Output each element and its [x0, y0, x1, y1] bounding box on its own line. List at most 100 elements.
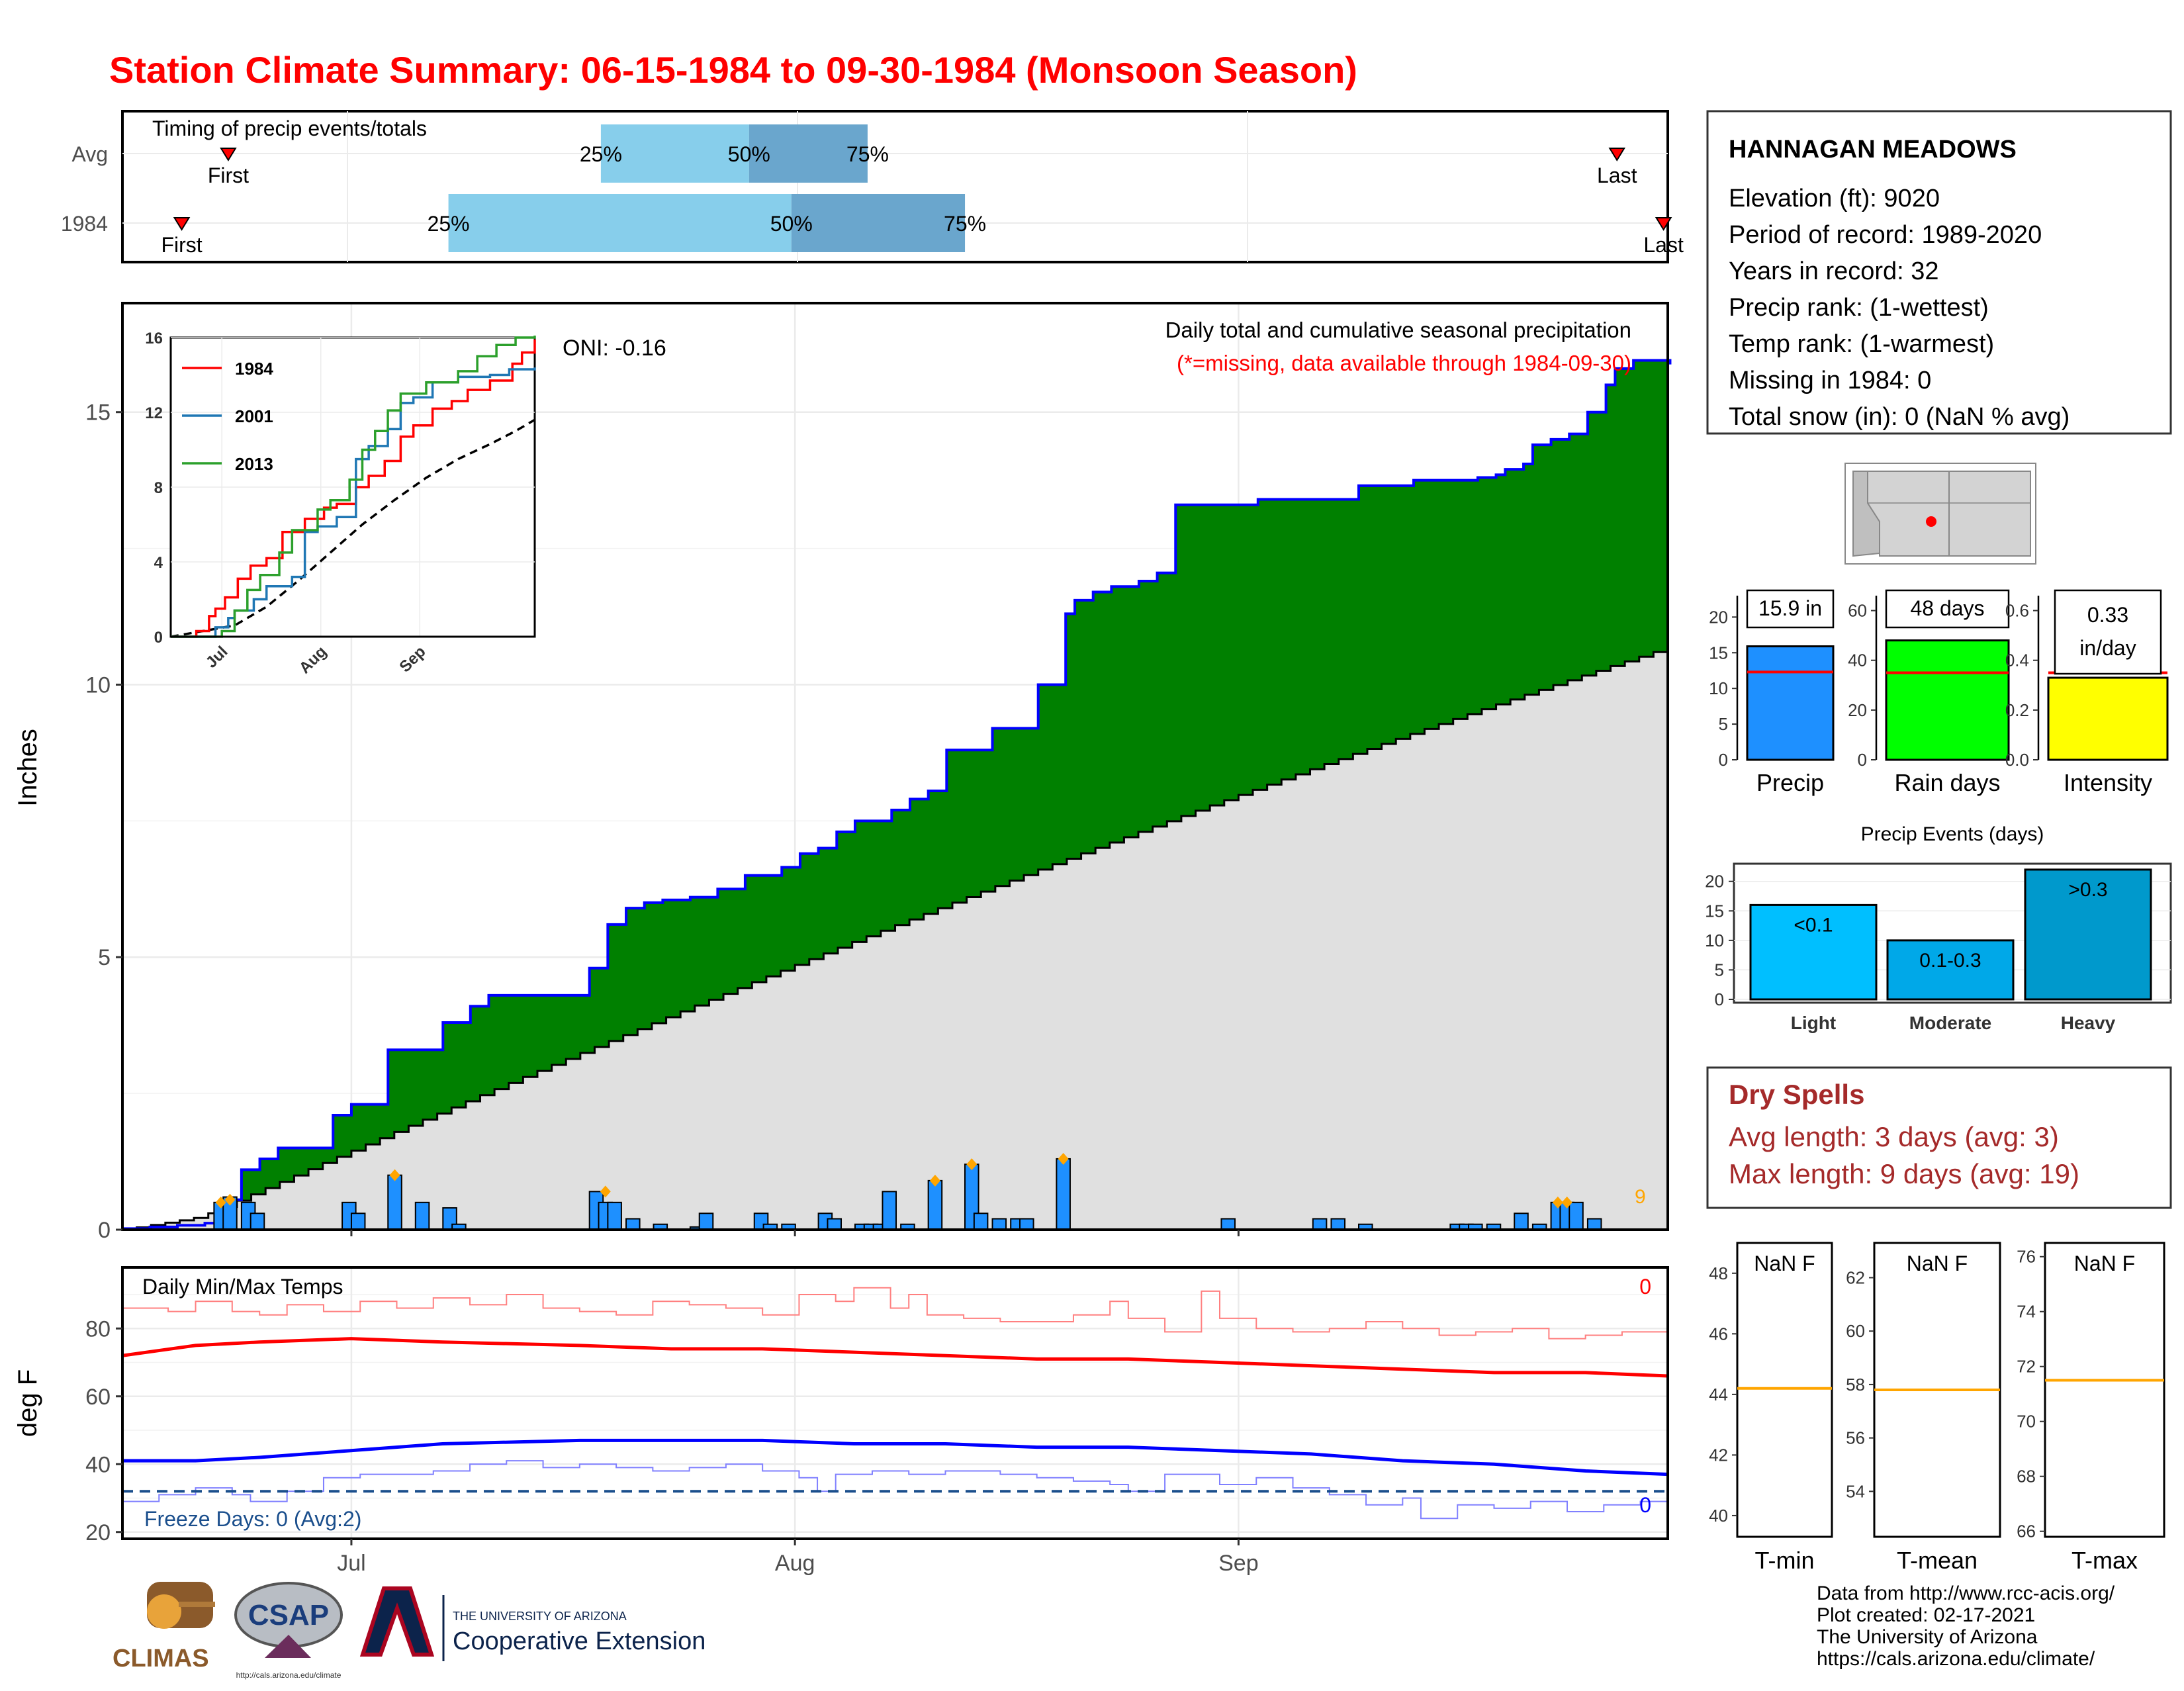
inset-legend-label-2013: 2013 [235, 454, 273, 474]
daily-precip-bar [1056, 1158, 1071, 1230]
credit-university: The University of Arizona [1817, 1626, 2038, 1648]
totals-y-tick-label: 5 [1719, 714, 1728, 734]
credit-plot-created: Plot created: 02-17-2021 [1817, 1604, 2035, 1626]
timing-label-25: 25% [580, 142, 622, 166]
timing-label-75: 75% [944, 212, 986, 236]
timing-row-label-avg: Avg [71, 142, 108, 166]
month-label: Sep [1218, 1551, 1259, 1576]
station-missing: Missing in 1984: 0 [1729, 367, 1931, 394]
timing-marker-last [1608, 148, 1626, 161]
totals-y-tick-label: 0.2 [2005, 700, 2029, 720]
daily-precip-bar [882, 1191, 897, 1230]
events-y-tick-label: 5 [1715, 960, 1724, 980]
station-location-marker [1926, 516, 1936, 527]
daily-precip-bar [1514, 1212, 1529, 1230]
temp-summary-y-tick-label: 58 [1846, 1375, 1865, 1394]
totals-bar-intensity [2047, 676, 2169, 761]
timing-marker-first [173, 217, 191, 231]
station-snow: Total snow (in): 0 (NaN % avg) [1729, 403, 2070, 431]
totals-value-label: 48 days [1910, 596, 1984, 620]
temp-summary-category-label: T-max [2071, 1547, 2138, 1574]
temp-summary-value-label: NaN F [1754, 1252, 1815, 1275]
daily-precip-bar [1586, 1218, 1602, 1231]
dry-spells-avg: Avg length: 3 days (avg: 3) [1729, 1121, 2059, 1152]
totals-category-label: Precip [1756, 769, 1824, 796]
temp-summary-y-tick-label: 46 [1709, 1324, 1728, 1344]
temp-summary-value-label: NaN F [1907, 1252, 1968, 1275]
y-tick-label: 10 [85, 672, 111, 698]
timing-label-50: 50% [770, 212, 813, 236]
events-bar-heavy [2024, 868, 2152, 1001]
hot-days-count: 0 [1639, 1275, 1651, 1299]
events-y-tick-label: 15 [1705, 901, 1724, 921]
totals-bar-precip [1746, 645, 1835, 761]
temp-y-tick-label: 40 [85, 1452, 111, 1477]
totals-y-tick-label: 0 [1719, 750, 1728, 770]
daily-avg-marker [1058, 1152, 1069, 1165]
daily-precip-bar [991, 1218, 1007, 1231]
daily-avg-marker [215, 1196, 226, 1209]
university-a-mark [359, 1586, 435, 1657]
temp-summary-value-label: NaN F [2074, 1252, 2135, 1275]
inset-legend-label-2001: 2001 [235, 406, 273, 426]
y-tick-label: 0 [98, 1218, 111, 1243]
events-bar-label: 0.1-0.3 [1919, 950, 1981, 972]
temp-summary-y-tick-label: 62 [1846, 1267, 1865, 1287]
timing-label-last: Last [1643, 233, 1684, 257]
timing-marker-first [220, 148, 237, 161]
timing-bar-q50-q75 [749, 124, 868, 183]
timing-bar-q25-q50 [600, 124, 749, 183]
timing-marker-last [1655, 217, 1672, 231]
temp-summary-y-tick-label: 68 [2017, 1467, 2036, 1486]
inset-y-tick-label: 16 [145, 330, 163, 347]
inset-series-2013 [171, 336, 536, 638]
temp-summary-value-box [1886, 1246, 1988, 1281]
csap-logo-url: http://cals.arizona.edu/climate [236, 1670, 341, 1680]
temp-summary-y-tick-label: 56 [1846, 1428, 1865, 1448]
temp-summary-box [2044, 1242, 2165, 1538]
y-tick-label: 5 [98, 945, 111, 970]
precip-panel: 0 5 10 15 Inches ONI: -0.16 Daily total and… [13, 302, 1672, 1243]
credits: Data from http://www.rcc-acis.org/ Plot … [1817, 1582, 2115, 1670]
totals-category-label: Intensity [2064, 769, 2152, 796]
events-bar-moderate [1886, 939, 2015, 1001]
timing-panel: 25% 50% 75% First Last 25% 50% 75% First Last Tim… [61, 110, 1684, 263]
cumulative-average-area [122, 597, 1668, 1230]
daily-avg-marker [1561, 1196, 1572, 1209]
daily-precip-bar [1312, 1218, 1328, 1231]
climas-logo-text: CLIMAS [113, 1645, 209, 1672]
credit-data-source: Data from http://www.rcc-acis.org/ [1817, 1582, 2115, 1604]
events-category-label: Light [1791, 1013, 1836, 1033]
freeze-days-count: 0 [1639, 1493, 1651, 1517]
temp-summary-y-tick-label: 76 [2017, 1247, 2036, 1267]
temp-summary-y-tick-label: 42 [1709, 1445, 1728, 1465]
timing-title: Timing of precip events/totals [152, 116, 427, 140]
oni-label: ONI: -0.16 [563, 336, 666, 361]
totals-value-unit: in/day [2079, 636, 2136, 660]
totals-y-tick-label: 0.4 [2005, 651, 2029, 670]
temp-summary-y-tick-label: 72 [2017, 1357, 2036, 1377]
daily-avg-marker [929, 1174, 940, 1187]
inset-y-tick-label: 12 [145, 404, 163, 422]
locator-map [1844, 463, 2036, 565]
daily-precip-bar [350, 1212, 366, 1230]
totals-y-tick-label: 60 [1848, 601, 1867, 621]
temps-y-axis-label: deg F [13, 1369, 42, 1437]
month-label: Jul [337, 1551, 365, 1576]
daily-precip-bar [698, 1212, 714, 1230]
temp-summary-y-tick-label: 54 [1846, 1481, 1865, 1501]
logo-climas: CLIMAS [113, 1582, 215, 1672]
cumulative-average-line [122, 597, 1669, 1231]
temp-summary-box [1736, 1242, 1833, 1538]
totals-y-tick-label: 10 [1709, 678, 1728, 698]
timing-label-25: 25% [428, 212, 470, 236]
totals-y-tick-label: 0.0 [2005, 750, 2029, 770]
events-category-label: Heavy [2061, 1013, 2116, 1033]
timing-label-first: First [208, 163, 249, 187]
temp-summary-y-tick-label: 74 [2017, 1302, 2036, 1322]
totals-y-tick-label: 0.6 [2005, 601, 2029, 621]
events-category-label: Moderate [1909, 1013, 1991, 1033]
daily-tmax-line [122, 1287, 1668, 1342]
dry-count-label: 9 [1635, 1186, 1646, 1208]
